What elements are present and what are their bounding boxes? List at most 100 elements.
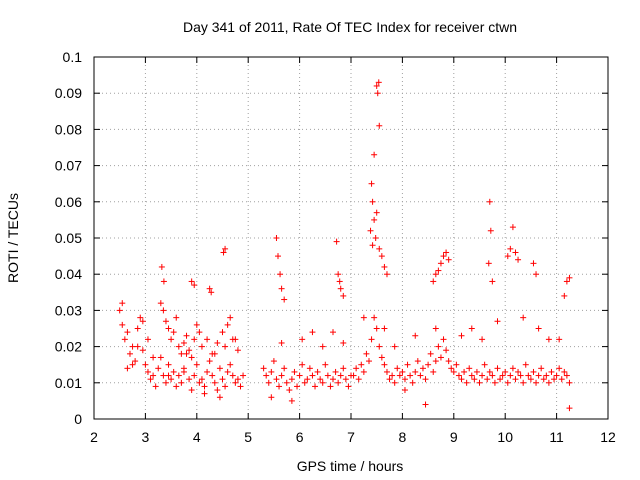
axis-ticks [93,56,609,420]
grid [94,57,608,419]
y-tick-label: 0.1 [63,49,83,65]
data-point [437,260,444,267]
data-point [561,292,568,299]
data-point [330,329,337,336]
y-tick-label: 0.04 [55,266,82,282]
x-tick-label: 12 [600,429,616,445]
data-point [273,376,280,383]
data-points [116,79,573,412]
data-point [196,379,203,386]
data-point [224,368,231,375]
data-point [566,405,573,412]
data-point [360,314,367,321]
data-point [186,347,193,354]
data-point [368,336,375,343]
data-point [222,245,229,252]
data-point [412,332,419,339]
x-tick-label: 10 [497,429,513,445]
data-point [445,358,452,365]
data-point [222,343,229,350]
data-point [399,368,406,375]
data-point [219,376,226,383]
data-point [160,307,167,314]
data-point [389,372,396,379]
y-tick-label: 0.02 [55,339,82,355]
data-point [391,343,398,350]
data-point [481,361,488,368]
x-tick-label: 6 [296,429,304,445]
data-point [183,332,190,339]
data-point [401,376,408,383]
data-point [507,372,514,379]
data-point [432,325,439,332]
data-point [201,390,208,397]
data-point [126,350,133,357]
data-point [440,336,447,343]
data-point [278,285,285,292]
data-point [144,336,151,343]
data-point [327,383,334,390]
data-point [121,336,128,343]
data-point [283,379,290,386]
data-point [461,368,468,375]
data-point [160,372,167,379]
data-point [487,227,494,234]
chart-title: Day 341 of 2011, Rate Of TEC Index for r… [183,19,517,35]
data-point [191,336,198,343]
data-point [486,368,493,375]
data-point [479,336,486,343]
data-point [158,263,165,270]
y-tick-labels: 0 0.01 0.02 0.03 0.04 0.05 0.06 0.07 0.08 0.09 0.1 [55,49,82,427]
y-axis-label: ROTI / TECUs [5,193,21,283]
data-point [353,365,360,372]
data-point [129,361,136,368]
data-point [265,379,272,386]
data-point [340,292,347,299]
x-axis-label: GPS time / hours [297,458,404,474]
data-point [383,368,390,375]
data-point [376,122,383,129]
data-point [504,253,511,260]
data-point [417,372,424,379]
data-point [234,376,241,383]
data-point [535,325,542,332]
data-point [206,285,213,292]
data-point [556,365,563,372]
data-point [170,329,177,336]
data-point [165,372,172,379]
data-point [277,271,284,278]
data-point [229,372,236,379]
data-point [162,379,169,386]
data-point [386,376,393,383]
data-point [466,365,473,372]
data-point [494,365,501,372]
data-point [360,368,367,375]
data-point [165,361,172,368]
data-point [468,325,475,332]
data-point [563,278,570,285]
y-tick-label: 0.06 [55,194,82,210]
data-point [473,368,480,375]
data-point [419,365,426,372]
y-tick-label: 0.07 [55,158,82,174]
data-point [422,376,429,383]
data-point [340,339,347,346]
x-tick-labels: 2 3 4 5 6 7 8 9 10 11 12 [90,429,616,445]
data-point [561,368,568,375]
data-point [142,361,149,368]
data-point [332,368,339,375]
data-point [234,347,241,354]
data-point [216,365,223,372]
data-point [150,354,157,361]
data-point [378,354,385,361]
data-point [191,372,198,379]
data-point [139,347,146,354]
data-point [198,343,205,350]
data-point [219,329,226,336]
data-point [180,368,187,375]
data-point [193,361,200,368]
data-point [422,401,429,408]
data-point [281,296,288,303]
data-point [150,372,157,379]
